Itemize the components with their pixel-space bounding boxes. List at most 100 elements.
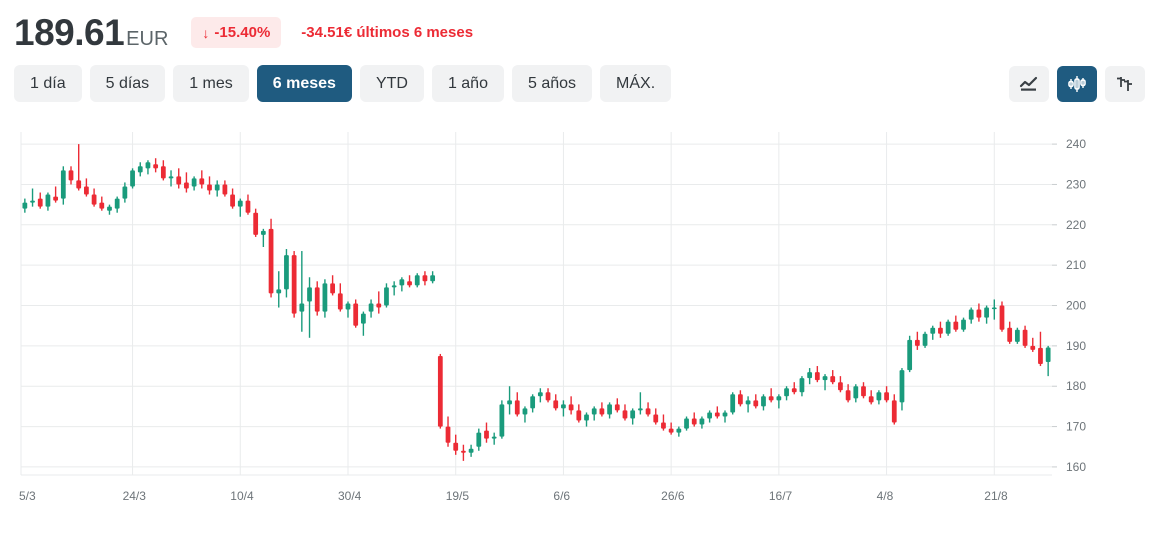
- candle-body: [791, 388, 797, 393]
- candle-body: [738, 394, 743, 405]
- y-axis-label: 180: [1066, 379, 1086, 393]
- candle-body: [707, 412, 713, 419]
- y-axis-label: 160: [1066, 460, 1086, 474]
- candle-body: [199, 178, 205, 185]
- candle-body: [676, 428, 682, 433]
- candle-body: [76, 180, 82, 189]
- candle-body: [384, 287, 389, 306]
- range-button-7[interactable]: MÁX.: [600, 65, 672, 103]
- change-absolute-text: -34.51€ últimos 6 meses: [301, 24, 474, 41]
- candle-body: [584, 414, 589, 421]
- range-button-3[interactable]: 6 meses: [256, 65, 352, 103]
- candle-body: [745, 400, 751, 405]
- candle-body: [1038, 348, 1043, 365]
- candle-body: [1022, 329, 1028, 347]
- candle-body: [714, 412, 720, 417]
- candle-body: [422, 275, 428, 282]
- candle-body: [522, 408, 528, 415]
- candle-body: [45, 194, 51, 207]
- candlestick-chart-icon: [1068, 75, 1086, 92]
- candle-body: [153, 164, 159, 169]
- candle-body: [399, 279, 405, 286]
- range-button-5[interactable]: 1 año: [431, 65, 504, 103]
- candle-body: [391, 285, 397, 288]
- range-button-group: 1 día 5 días 1 mes 6 meses YTD 1 año 5 años MÁX…: [14, 65, 672, 103]
- x-axis-label: 19/5: [446, 489, 470, 503]
- candle-body: [168, 176, 174, 179]
- candle-body: [430, 275, 436, 282]
- candle-body: [376, 303, 382, 308]
- candle-body: [268, 229, 274, 294]
- candle-body: [68, 170, 74, 181]
- candle-body: [484, 430, 489, 439]
- candle-body: [822, 376, 828, 381]
- candle-body: [145, 162, 151, 169]
- candle-body: [1007, 327, 1013, 343]
- candle-body: [668, 428, 674, 433]
- candlestick-svg[interactable]: 160 170 180 190 200 210 220 230 240 5/3 24/3 10/4 30…: [0, 118, 1159, 508]
- candle-body: [176, 176, 182, 185]
- candle-body: [999, 305, 1005, 330]
- candle-body: [930, 327, 936, 334]
- y-axis-label: 240: [1066, 137, 1086, 151]
- y-axis-label: 200: [1066, 299, 1086, 313]
- x-axis-label: 16/7: [769, 489, 793, 503]
- ohlc-bar-chart-icon: [1117, 76, 1132, 91]
- range-button-2[interactable]: 1 mes: [173, 65, 249, 103]
- candle-body: [607, 404, 612, 415]
- range-button-4[interactable]: YTD: [359, 65, 424, 103]
- candle-body: [114, 198, 120, 209]
- candle-series: [22, 144, 1051, 462]
- candle-body: [1045, 347, 1051, 363]
- candle-body: [722, 412, 728, 417]
- x-axis-label: 26/6: [661, 489, 685, 503]
- candle-body: [253, 212, 259, 236]
- candle-body: [761, 396, 766, 407]
- candle-body: [345, 303, 351, 310]
- y-axis-label: 220: [1066, 218, 1086, 232]
- candlestick-chart-button[interactable]: [1057, 65, 1097, 102]
- candle-body: [37, 198, 43, 207]
- y-axis-label: 210: [1066, 258, 1086, 272]
- candle-body: [768, 396, 774, 401]
- y-axis-label: 230: [1066, 178, 1086, 192]
- candle-body: [799, 378, 805, 393]
- candle-body: [30, 200, 35, 203]
- range-button-6[interactable]: 5 años: [511, 65, 593, 103]
- candle-body: [545, 392, 551, 401]
- price-block: 189.61 EUR: [14, 14, 168, 51]
- candle-body: [507, 400, 512, 405]
- candle-body: [445, 426, 451, 443]
- candle-body: [953, 321, 959, 330]
- range-button-1[interactable]: 5 días: [89, 65, 166, 103]
- candle-body: [730, 394, 736, 413]
- candle-body: [622, 410, 628, 419]
- candle-body: [1014, 329, 1020, 343]
- candle-body: [914, 340, 920, 347]
- candle-body: [630, 410, 636, 419]
- candle-body: [237, 200, 243, 207]
- candle-body: [130, 170, 135, 187]
- candle-body: [99, 202, 105, 209]
- candle-body: [976, 309, 982, 318]
- price-chart[interactable]: 160 170 180 190 200 210 220 230 240 5/3 24/3 10/4 30…: [0, 118, 1159, 508]
- candle-body: [314, 287, 320, 312]
- candle-body: [838, 382, 843, 391]
- candle-body: [137, 166, 143, 173]
- ohlc-bar-chart-button[interactable]: [1105, 65, 1145, 102]
- candle-body: [322, 283, 328, 312]
- candle-body: [368, 303, 374, 312]
- candle-body: [691, 418, 697, 425]
- candle-body: [553, 400, 559, 409]
- candle-body: [830, 376, 836, 383]
- line-chart-button[interactable]: [1009, 65, 1049, 102]
- candle-body: [861, 386, 866, 397]
- y-axis-label: 190: [1066, 339, 1086, 353]
- candle-body: [207, 184, 212, 191]
- candle-body: [968, 309, 974, 320]
- x-axis-label: 10/4: [230, 489, 254, 503]
- candle-body: [453, 442, 459, 451]
- range-button-0[interactable]: 1 día: [14, 65, 82, 103]
- quote-header: 189.61 EUR ↓ -15.40% -34.51€ últimos 6 m…: [0, 0, 1159, 51]
- candle-body: [653, 414, 659, 423]
